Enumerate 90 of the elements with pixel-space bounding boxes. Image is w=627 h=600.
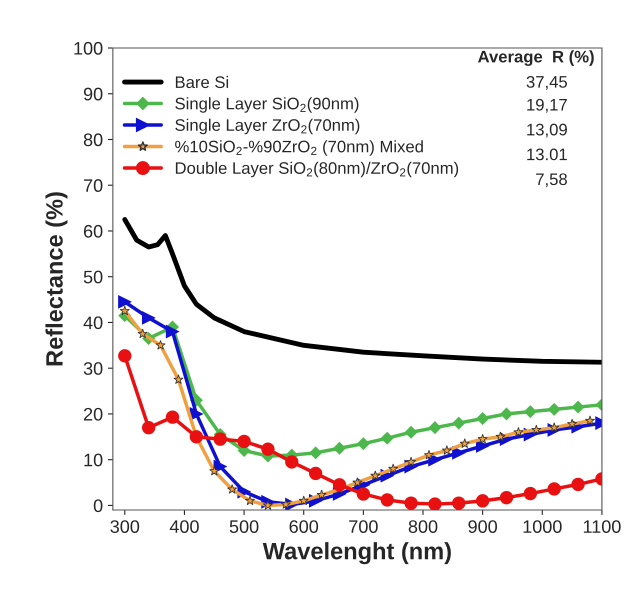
point (138, 328, 148, 338)
point (452, 416, 466, 430)
y-tick-label: 20 (84, 408, 102, 421)
point (571, 478, 585, 492)
point (166, 324, 180, 338)
x-tick-label: 400 (170, 520, 199, 533)
y-tick-label: 40 (83, 316, 102, 330)
annotation: 13,09 (527, 124, 567, 138)
point (298, 496, 309, 506)
point (166, 410, 180, 424)
point (500, 490, 514, 504)
y-tick-label: 60 (84, 224, 102, 238)
legend-label: %10SiO$_{2}$-%90ZrO$_{2}$ (70nm) Mixed (175, 140, 423, 156)
y-tick-label: 70 (84, 179, 102, 192)
x-tick-label: 600 (290, 520, 318, 533)
point (452, 496, 466, 510)
x-tick-label: 700 (349, 520, 378, 533)
point (142, 311, 156, 325)
point (261, 442, 275, 456)
y-tick-label: 0 (94, 499, 102, 512)
annotation: 19,17 (527, 98, 567, 113)
point (404, 426, 418, 439)
legend-label: Single Layer ZrO$_{2}$(70nm) (175, 118, 360, 134)
point (500, 408, 513, 420)
y-tick-label: 80 (84, 133, 102, 146)
point (548, 482, 561, 496)
x-tick-label: 500 (230, 520, 258, 533)
point (142, 420, 156, 434)
y-tick-label: 30 (84, 362, 102, 375)
point (227, 484, 238, 494)
point (524, 405, 537, 418)
point (244, 496, 256, 506)
point (548, 403, 561, 416)
point (357, 437, 370, 450)
point (380, 432, 394, 444)
point (524, 486, 538, 500)
x-tick-label: 900 (468, 520, 497, 533)
point (424, 450, 434, 460)
y-tick-label: 50 (84, 270, 102, 284)
point (173, 374, 184, 384)
point (572, 400, 584, 414)
point (356, 487, 370, 501)
point (308, 466, 322, 480)
point (237, 434, 251, 448)
annotation: 37,45 (526, 76, 567, 90)
point (428, 497, 442, 510)
point (513, 426, 524, 437)
point (404, 496, 418, 510)
annotation: 7,58 (536, 173, 567, 188)
point (214, 432, 227, 446)
point (285, 455, 298, 469)
annotation: 13.01 (527, 148, 567, 160)
point (388, 464, 398, 474)
x-tick-label: 1100 (584, 520, 621, 533)
point (478, 434, 488, 444)
legend-title: Average R (%) (478, 50, 594, 66)
point (309, 446, 322, 460)
point (380, 493, 394, 507)
point (156, 340, 166, 350)
point (584, 416, 596, 426)
x-tick-label: 800 (408, 520, 438, 533)
point (120, 306, 130, 316)
point (460, 438, 470, 448)
point (316, 490, 327, 500)
y-tick-label: 100 (74, 42, 102, 55)
point (476, 412, 489, 425)
y-tick-label: 90 (84, 88, 102, 100)
point (118, 349, 132, 363)
point (476, 494, 490, 508)
point (352, 477, 362, 487)
point (280, 499, 291, 509)
point (333, 442, 346, 455)
x-axis-title: Wavelenght (nm) (262, 542, 451, 564)
point (118, 295, 132, 309)
point (332, 478, 346, 492)
point (209, 466, 220, 476)
x-tick-label: 1000 (524, 520, 562, 533)
y-tick-label: 10 (84, 454, 102, 466)
legend-label: Single Layer SiO$_{2}$(90nm) (175, 97, 358, 113)
point (442, 445, 452, 455)
x-tick-label: 300 (110, 520, 140, 533)
point (495, 432, 506, 442)
point (452, 446, 466, 460)
y-axis-title: Reflectance (%) (45, 192, 68, 366)
legend-label: Bare Si (176, 76, 228, 88)
legend-label: Double Layer SiO$_{2}$(80nm)/ZrO$_{2}$(70nm) (176, 162, 458, 178)
point (531, 424, 542, 434)
point (370, 470, 380, 480)
line-series (122, 217, 602, 365)
point (428, 421, 442, 434)
